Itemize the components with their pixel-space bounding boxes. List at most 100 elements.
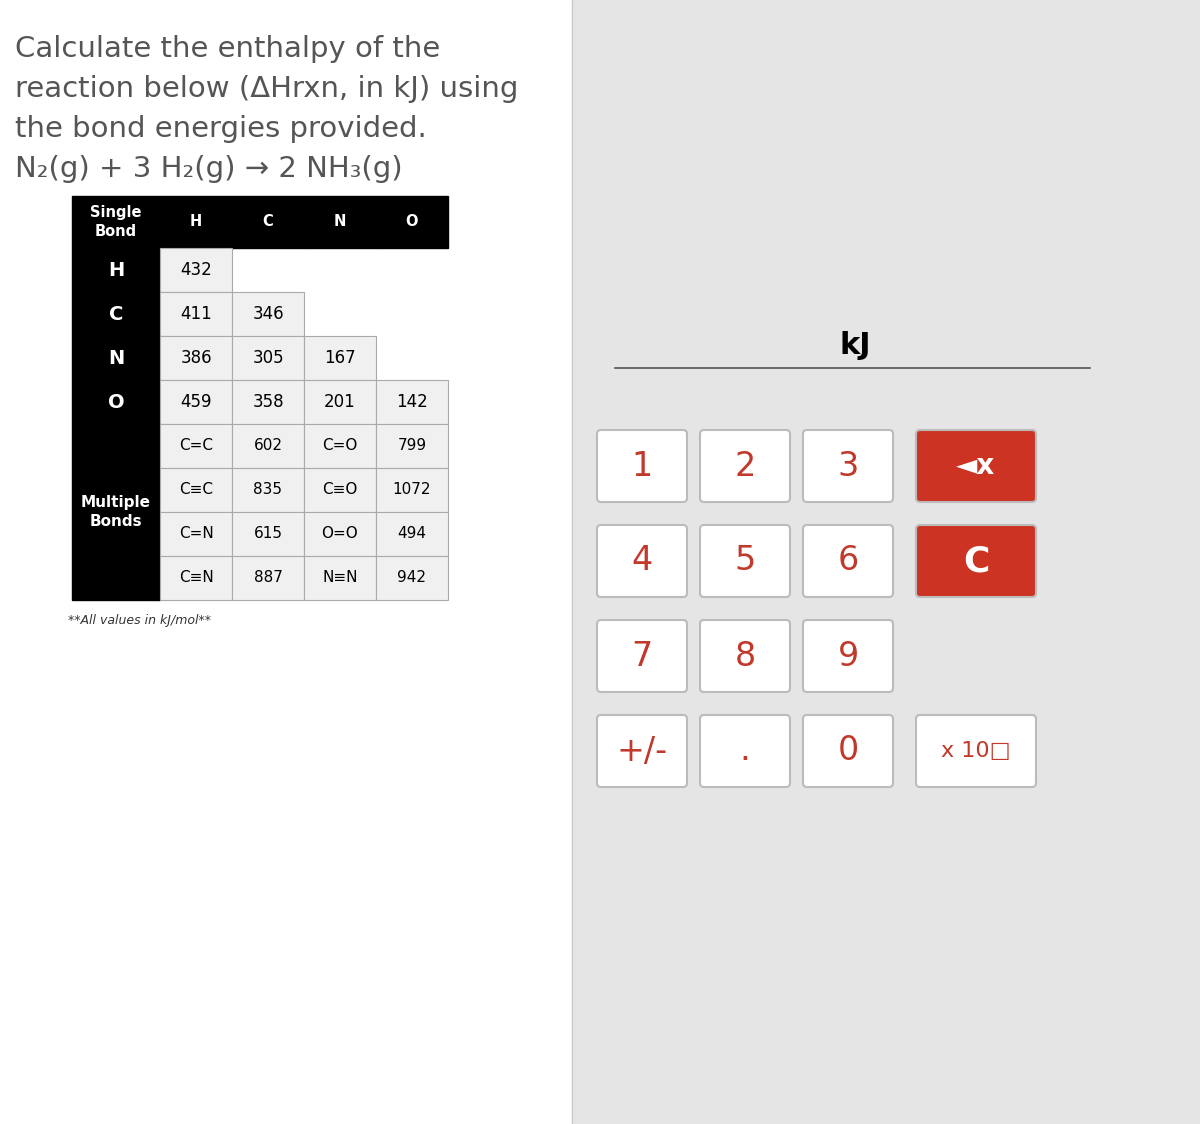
Bar bbox=[160, 468, 232, 513]
Text: O: O bbox=[406, 215, 419, 229]
Bar bbox=[72, 248, 160, 292]
Text: N₂(g) + 3 H₂(g) → 2 NH₃(g): N₂(g) + 3 H₂(g) → 2 NH₃(g) bbox=[14, 155, 403, 183]
Bar bbox=[232, 513, 304, 556]
Text: C: C bbox=[109, 305, 124, 324]
Text: Calculate the enthalpy of the: Calculate the enthalpy of the bbox=[14, 35, 440, 63]
Bar bbox=[376, 468, 448, 513]
FancyBboxPatch shape bbox=[700, 715, 790, 787]
Text: 8: 8 bbox=[734, 640, 756, 672]
Bar bbox=[304, 336, 376, 380]
Text: 7: 7 bbox=[631, 640, 653, 672]
Text: 305: 305 bbox=[252, 348, 284, 368]
Text: N: N bbox=[108, 348, 124, 368]
Bar bbox=[160, 248, 232, 292]
Text: 411: 411 bbox=[180, 305, 212, 323]
FancyBboxPatch shape bbox=[803, 715, 893, 787]
Text: C=N: C=N bbox=[179, 526, 214, 542]
Bar bbox=[72, 336, 160, 380]
Bar bbox=[72, 424, 160, 600]
Text: 459: 459 bbox=[180, 393, 211, 411]
Text: 9: 9 bbox=[838, 640, 859, 672]
Bar bbox=[160, 196, 232, 248]
Text: H: H bbox=[108, 261, 124, 280]
Bar bbox=[232, 424, 304, 468]
Text: 6: 6 bbox=[838, 544, 859, 578]
Bar bbox=[72, 292, 160, 336]
Text: C≡N: C≡N bbox=[179, 571, 214, 586]
Bar bbox=[160, 513, 232, 556]
Text: C=C: C=C bbox=[179, 438, 214, 453]
Text: x 10□: x 10□ bbox=[941, 741, 1010, 761]
Text: 0: 0 bbox=[838, 734, 859, 768]
Bar bbox=[304, 380, 376, 424]
Bar bbox=[160, 292, 232, 336]
Bar bbox=[232, 336, 304, 380]
FancyBboxPatch shape bbox=[916, 430, 1036, 502]
Text: 799: 799 bbox=[397, 438, 426, 453]
Bar bbox=[304, 196, 376, 248]
Text: N≡N: N≡N bbox=[323, 571, 358, 586]
Bar bbox=[232, 196, 304, 248]
Bar bbox=[0, 0, 572, 1124]
FancyBboxPatch shape bbox=[803, 430, 893, 502]
Bar bbox=[232, 380, 304, 424]
Bar bbox=[304, 468, 376, 513]
Text: 4: 4 bbox=[631, 544, 653, 578]
FancyBboxPatch shape bbox=[700, 430, 790, 502]
Text: reaction below (ΔHrxn, in kJ) using: reaction below (ΔHrxn, in kJ) using bbox=[14, 75, 518, 103]
Text: ◄x: ◄x bbox=[956, 452, 996, 480]
Text: 358: 358 bbox=[252, 393, 284, 411]
FancyBboxPatch shape bbox=[803, 620, 893, 692]
Text: 2: 2 bbox=[734, 450, 756, 482]
Bar bbox=[376, 196, 448, 248]
Bar bbox=[572, 0, 1200, 1124]
Text: 167: 167 bbox=[324, 348, 356, 368]
Bar bbox=[160, 556, 232, 600]
Text: N: N bbox=[334, 215, 346, 229]
Text: 3: 3 bbox=[838, 450, 859, 482]
Text: H: H bbox=[190, 215, 202, 229]
Bar bbox=[232, 292, 304, 336]
Text: 432: 432 bbox=[180, 261, 212, 279]
Text: the bond energies provided.: the bond energies provided. bbox=[14, 115, 427, 143]
FancyBboxPatch shape bbox=[916, 715, 1036, 787]
Bar bbox=[376, 556, 448, 600]
FancyBboxPatch shape bbox=[700, 525, 790, 597]
Text: C: C bbox=[263, 215, 274, 229]
Bar bbox=[304, 424, 376, 468]
Bar bbox=[160, 424, 232, 468]
Bar bbox=[376, 513, 448, 556]
Bar bbox=[304, 513, 376, 556]
Bar bbox=[72, 380, 160, 424]
Bar bbox=[376, 424, 448, 468]
Text: C: C bbox=[962, 544, 989, 578]
Text: 386: 386 bbox=[180, 348, 212, 368]
FancyBboxPatch shape bbox=[598, 525, 686, 597]
Text: +/-: +/- bbox=[617, 734, 667, 768]
Text: Multiple
Bonds: Multiple Bonds bbox=[82, 495, 151, 529]
Text: 142: 142 bbox=[396, 393, 428, 411]
Bar bbox=[160, 336, 232, 380]
FancyBboxPatch shape bbox=[598, 430, 686, 502]
FancyBboxPatch shape bbox=[803, 525, 893, 597]
Text: C≡O: C≡O bbox=[323, 482, 358, 498]
Text: 1: 1 bbox=[631, 450, 653, 482]
Text: 5: 5 bbox=[734, 544, 756, 578]
Bar bbox=[232, 556, 304, 600]
FancyBboxPatch shape bbox=[700, 620, 790, 692]
Text: .: . bbox=[739, 734, 750, 768]
Text: 602: 602 bbox=[253, 438, 282, 453]
Text: O: O bbox=[108, 392, 125, 411]
Text: **All values in kJ/mol**: **All values in kJ/mol** bbox=[68, 614, 211, 627]
Text: 346: 346 bbox=[252, 305, 284, 323]
Text: C=O: C=O bbox=[323, 438, 358, 453]
Text: 201: 201 bbox=[324, 393, 356, 411]
Text: 1072: 1072 bbox=[392, 482, 431, 498]
Text: Single
Bond: Single Bond bbox=[90, 206, 142, 238]
Text: 494: 494 bbox=[397, 526, 426, 542]
Bar bbox=[376, 380, 448, 424]
Text: 835: 835 bbox=[253, 482, 282, 498]
Text: kJ: kJ bbox=[839, 330, 871, 360]
Text: C≡C: C≡C bbox=[179, 482, 214, 498]
Bar bbox=[232, 468, 304, 513]
